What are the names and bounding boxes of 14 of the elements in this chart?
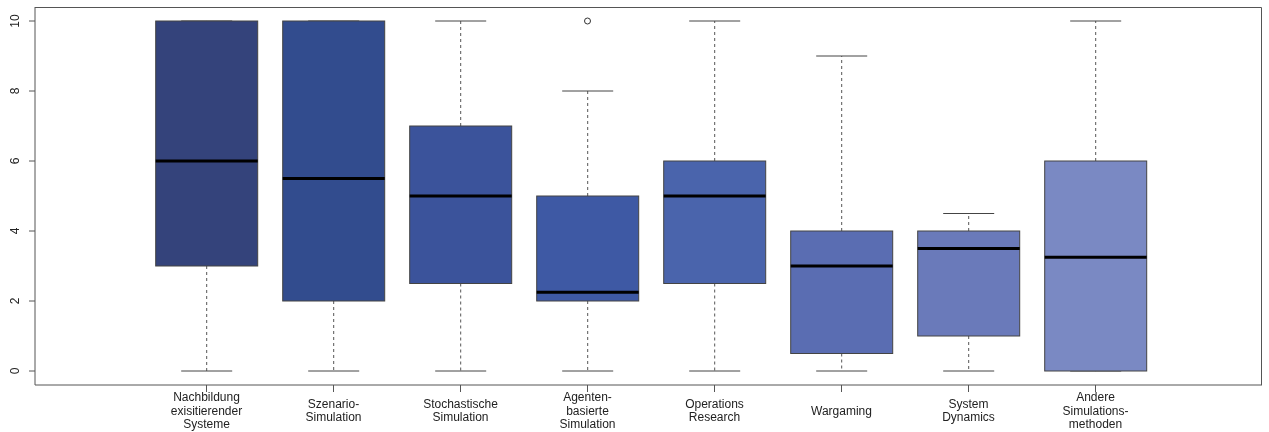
y-tick-label: 6 xyxy=(8,157,22,165)
x-tick-label: Operations Research xyxy=(685,396,744,425)
x-tick-label: Szenario- Simulation xyxy=(305,396,362,425)
y-tick-label: 4 xyxy=(8,227,22,235)
x-tick-label: Agenten- basierte Simulation xyxy=(559,390,616,431)
x-tick-label: Andere Simulations- methoden xyxy=(1062,390,1129,431)
x-tick-label: Wargaming xyxy=(811,403,872,418)
x-tick-label: Nachbildung exisitierender Systeme xyxy=(170,390,243,431)
y-tick-label: 0 xyxy=(8,367,22,375)
y-tick-label: 8 xyxy=(8,87,22,95)
y-tick-label: 2 xyxy=(8,297,22,305)
x-tick-label: Stochastische Simulation xyxy=(423,396,499,425)
x-tick-label: System Dynamics xyxy=(942,396,995,425)
y-tick-label: 10 xyxy=(8,14,22,28)
